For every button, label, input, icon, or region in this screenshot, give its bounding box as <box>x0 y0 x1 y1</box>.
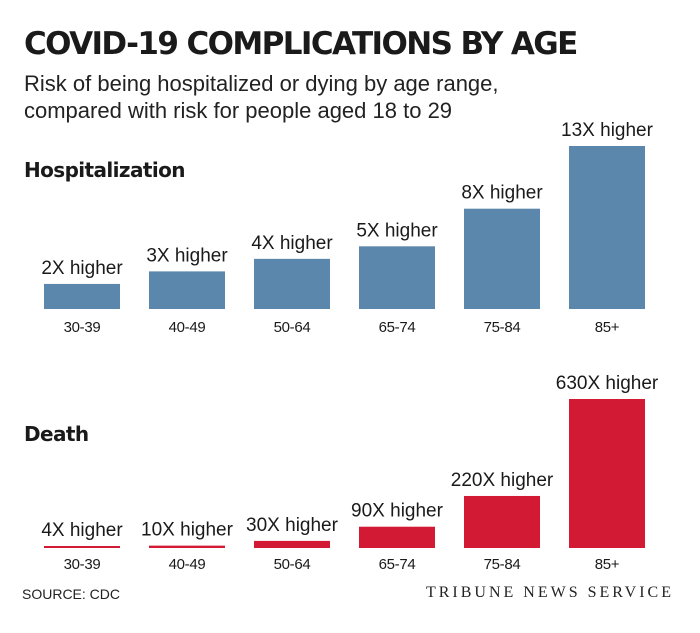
data-label-hospitalization-65-74: 5X higher <box>356 220 438 241</box>
bar-death-75-84 <box>464 495 540 548</box>
tick-label-hospitalization-50-64: 50-64 <box>274 319 311 336</box>
tick-label-death-85+: 85+ <box>595 556 620 573</box>
data-label-death-40-49: 10X higher <box>141 520 234 541</box>
chart-title: COVID-19 COMPLICATIONS BY AGE <box>24 26 578 62</box>
chart-subtitle: Risk of being hospitalized or dying by a… <box>24 71 499 123</box>
bar-hospitalization-40-49 <box>149 271 225 309</box>
bar-death-50-64 <box>254 540 330 548</box>
data-label-hospitalization-85+: 13X higher <box>561 120 654 141</box>
bar-death-65-74 <box>359 526 435 548</box>
bar-hospitalization-65-74 <box>359 246 435 309</box>
tick-label-death-75-84: 75-84 <box>484 556 521 573</box>
credit-line: TRIBUNE NEWS SERVICE <box>425 584 674 601</box>
bar-hospitalization-30-39 <box>44 283 120 309</box>
data-label-hospitalization-50-64: 4X higher <box>251 233 333 254</box>
panel-title-death: Death <box>24 422 88 446</box>
tick-label-hospitalization-40-49: 40-49 <box>169 319 206 336</box>
data-label-hospitalization-75-84: 8X higher <box>461 183 543 204</box>
bar-hospitalization-85+ <box>569 146 645 309</box>
tick-label-hospitalization-65-74: 65-74 <box>379 319 416 336</box>
bar-death-40-49 <box>149 545 225 548</box>
source-note: SOURCE: CDC <box>22 586 121 602</box>
bar-hospitalization-75-84 <box>464 208 540 309</box>
bar-hospitalization-50-64 <box>254 258 330 309</box>
tick-label-hospitalization-85+: 85+ <box>595 319 620 336</box>
tick-label-death-30-39: 30-39 <box>64 556 101 573</box>
panel-title-hospitalization: Hospitalization <box>24 158 185 182</box>
data-label-death-30-39: 4X higher <box>41 520 123 541</box>
tick-label-hospitalization-30-39: 30-39 <box>64 319 101 336</box>
data-label-hospitalization-30-39: 2X higher <box>41 258 123 279</box>
data-label-death-50-64: 30X higher <box>246 515 339 536</box>
tick-label-death-65-74: 65-74 <box>379 556 416 573</box>
data-label-death-65-74: 90X higher <box>351 501 444 522</box>
data-label-death-85+: 630X higher <box>556 373 659 394</box>
tick-label-hospitalization-75-84: 75-84 <box>484 319 521 336</box>
bar-death-30-39 <box>44 546 120 548</box>
data-label-hospitalization-40-49: 3X higher <box>146 245 228 266</box>
data-label-death-75-84: 220X higher <box>451 470 554 491</box>
bar-death-85+ <box>569 399 645 548</box>
tick-label-death-40-49: 40-49 <box>169 556 206 573</box>
tick-label-death-50-64: 50-64 <box>274 556 311 573</box>
